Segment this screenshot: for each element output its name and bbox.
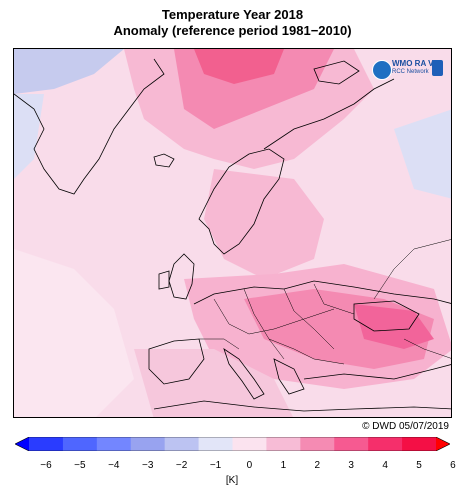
cool-region-arctic	[14, 49, 124, 94]
legend-tick-label: 5	[416, 460, 422, 471]
legend-tick-label: −5	[74, 460, 86, 471]
legend-swatch	[15, 437, 29, 451]
legend-tick-label: 4	[382, 460, 388, 471]
north-africa-coast	[153, 400, 451, 412]
coastlines	[14, 58, 451, 412]
wmo-logo: WMO RA VI RCC Network	[368, 57, 446, 81]
border-line-8	[403, 338, 451, 359]
light-region-atlantic	[14, 249, 134, 417]
warm-region-scandinavia	[204, 169, 324, 279]
legend-tick-label: −6	[40, 460, 52, 471]
warm-region-mediterranean	[134, 349, 293, 417]
warm-region-black-sea	[354, 304, 434, 349]
border-line-4	[313, 283, 355, 315]
warm-region-arctic-peak	[194, 49, 284, 84]
legend-swatch	[164, 437, 200, 451]
legend-swatch	[368, 437, 403, 451]
ireland-coast	[158, 270, 170, 290]
logo-subtitle: RCC Network	[392, 69, 429, 75]
italy-coast	[223, 348, 265, 400]
greenland-coast	[14, 58, 165, 195]
legend-swatch	[96, 437, 132, 451]
legend-unit: [K]	[225, 475, 239, 486]
legend-tick-label: 6	[450, 460, 456, 471]
color-legend	[15, 437, 450, 451]
north-europe-coast	[193, 280, 451, 305]
legend-swatch	[266, 437, 301, 451]
greece-coast	[273, 358, 305, 395]
legend-tick-label: 1	[280, 460, 287, 471]
legend-tick-label: −1	[209, 460, 222, 471]
iberia-coast	[148, 338, 205, 385]
legend-tick-label: 0	[246, 460, 253, 471]
chart-subtitle: Anomaly (reference period 1981−2010)	[113, 23, 352, 38]
legend-swatch	[29, 437, 64, 451]
legend-swatch	[402, 437, 437, 451]
legend-swatch	[232, 437, 267, 451]
legend-tick-label: 3	[348, 460, 354, 471]
legend-swatch	[334, 437, 369, 451]
border-line-3	[283, 288, 335, 350]
anomaly-map	[13, 48, 452, 418]
scandinavia-coast	[198, 148, 285, 255]
legend-tick-label: −3	[142, 460, 154, 471]
cool-region-greenland-west	[14, 94, 44, 179]
iceland-coast	[153, 153, 175, 168]
logo-name: WMO RA VI	[392, 59, 436, 68]
legend-tick-label: −2	[175, 460, 188, 471]
border-line-6	[268, 338, 345, 365]
dwd-logo-icon	[432, 60, 443, 76]
novaya-zemlya-coast	[313, 60, 360, 85]
turkey-coast	[303, 364, 451, 380]
credit-text: © DWD 05/07/2019	[362, 421, 449, 432]
legend-swatch	[62, 437, 98, 451]
cool-region-east	[394, 109, 451, 199]
legend-tick-label: −4	[108, 460, 120, 471]
legend-swatch	[198, 437, 233, 451]
country-borders	[199, 239, 451, 365]
border-line-5	[199, 338, 240, 350]
legend-swatch	[300, 437, 335, 451]
legend-tick-label: 2	[314, 460, 321, 471]
map-canvas	[14, 49, 451, 417]
black-sea-coast	[353, 300, 420, 332]
chart-title: Temperature Year 2018	[161, 7, 304, 22]
russia-arctic-coast	[263, 78, 395, 150]
border-line-7	[373, 239, 451, 300]
border-line-2	[243, 288, 285, 360]
globe-icon	[372, 60, 392, 80]
legend-swatch	[436, 437, 450, 451]
legend-swatch	[130, 437, 166, 451]
britain-coast	[168, 253, 195, 300]
border-line-1	[213, 298, 335, 335]
legend-bar	[15, 437, 450, 451]
